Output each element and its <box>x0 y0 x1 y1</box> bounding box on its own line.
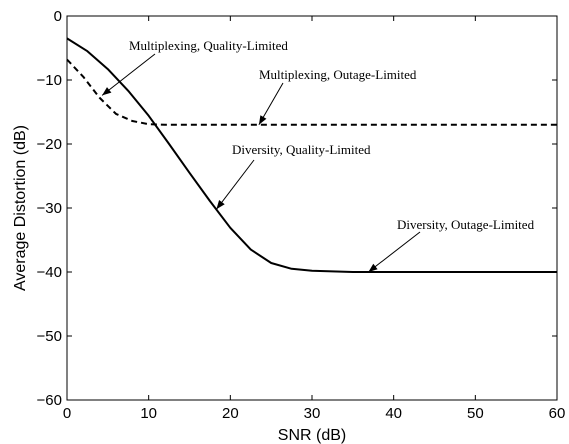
annotation-arrowhead <box>216 200 225 210</box>
y-tick-label: −10 <box>37 72 62 89</box>
x-tick-label: 50 <box>467 405 484 422</box>
annotation-arrowhead <box>102 87 112 96</box>
annotation-label: Diversity, Outage-Limited <box>397 217 535 232</box>
x-tick-label: 10 <box>140 405 157 422</box>
y-tick-label: −20 <box>37 136 62 153</box>
annotation-arrowhead <box>368 263 378 272</box>
annotation-arrow-line <box>368 231 421 273</box>
x-axis-label: SNR (dB) <box>278 427 346 444</box>
y-tick-label: −30 <box>37 200 62 217</box>
solid-series-line <box>66 37 557 273</box>
y-tick-label: −40 <box>37 264 62 281</box>
annotation-arrow-line <box>216 159 255 210</box>
y-tick-label: 0 <box>54 8 62 25</box>
y-axis-label: Average Distortion (dB) <box>12 125 29 291</box>
ticks-layer: 0 10 20 30 40 50 60 0 −10 −20 −30 −40 −50 −60 <box>37 8 566 422</box>
annotation-label: Multiplexing, Quality-Limited <box>129 38 288 53</box>
y-tick-label: −50 <box>37 328 62 345</box>
x-tick-label: 20 <box>222 405 239 422</box>
annotation-label: Diversity, Quality-Limited <box>232 142 371 157</box>
x-tick-label: 0 <box>63 405 71 422</box>
annotation-arrowhead <box>258 115 267 125</box>
annotation-label: Multiplexing, Outage-Limited <box>259 67 417 82</box>
y-tick-label: −60 <box>37 392 62 409</box>
annotation-arrow-line <box>101 53 156 96</box>
x-tick-label: 30 <box>304 405 321 422</box>
x-tick-label: 60 <box>549 405 566 422</box>
x-tick-label: 40 <box>385 405 402 422</box>
plot-area-frame <box>66 15 558 401</box>
dashed-series-line <box>66 58 557 126</box>
annotations-layer: Multiplexing, Quality-Limited Multiplexin… <box>101 38 535 273</box>
series-layer <box>66 37 557 273</box>
